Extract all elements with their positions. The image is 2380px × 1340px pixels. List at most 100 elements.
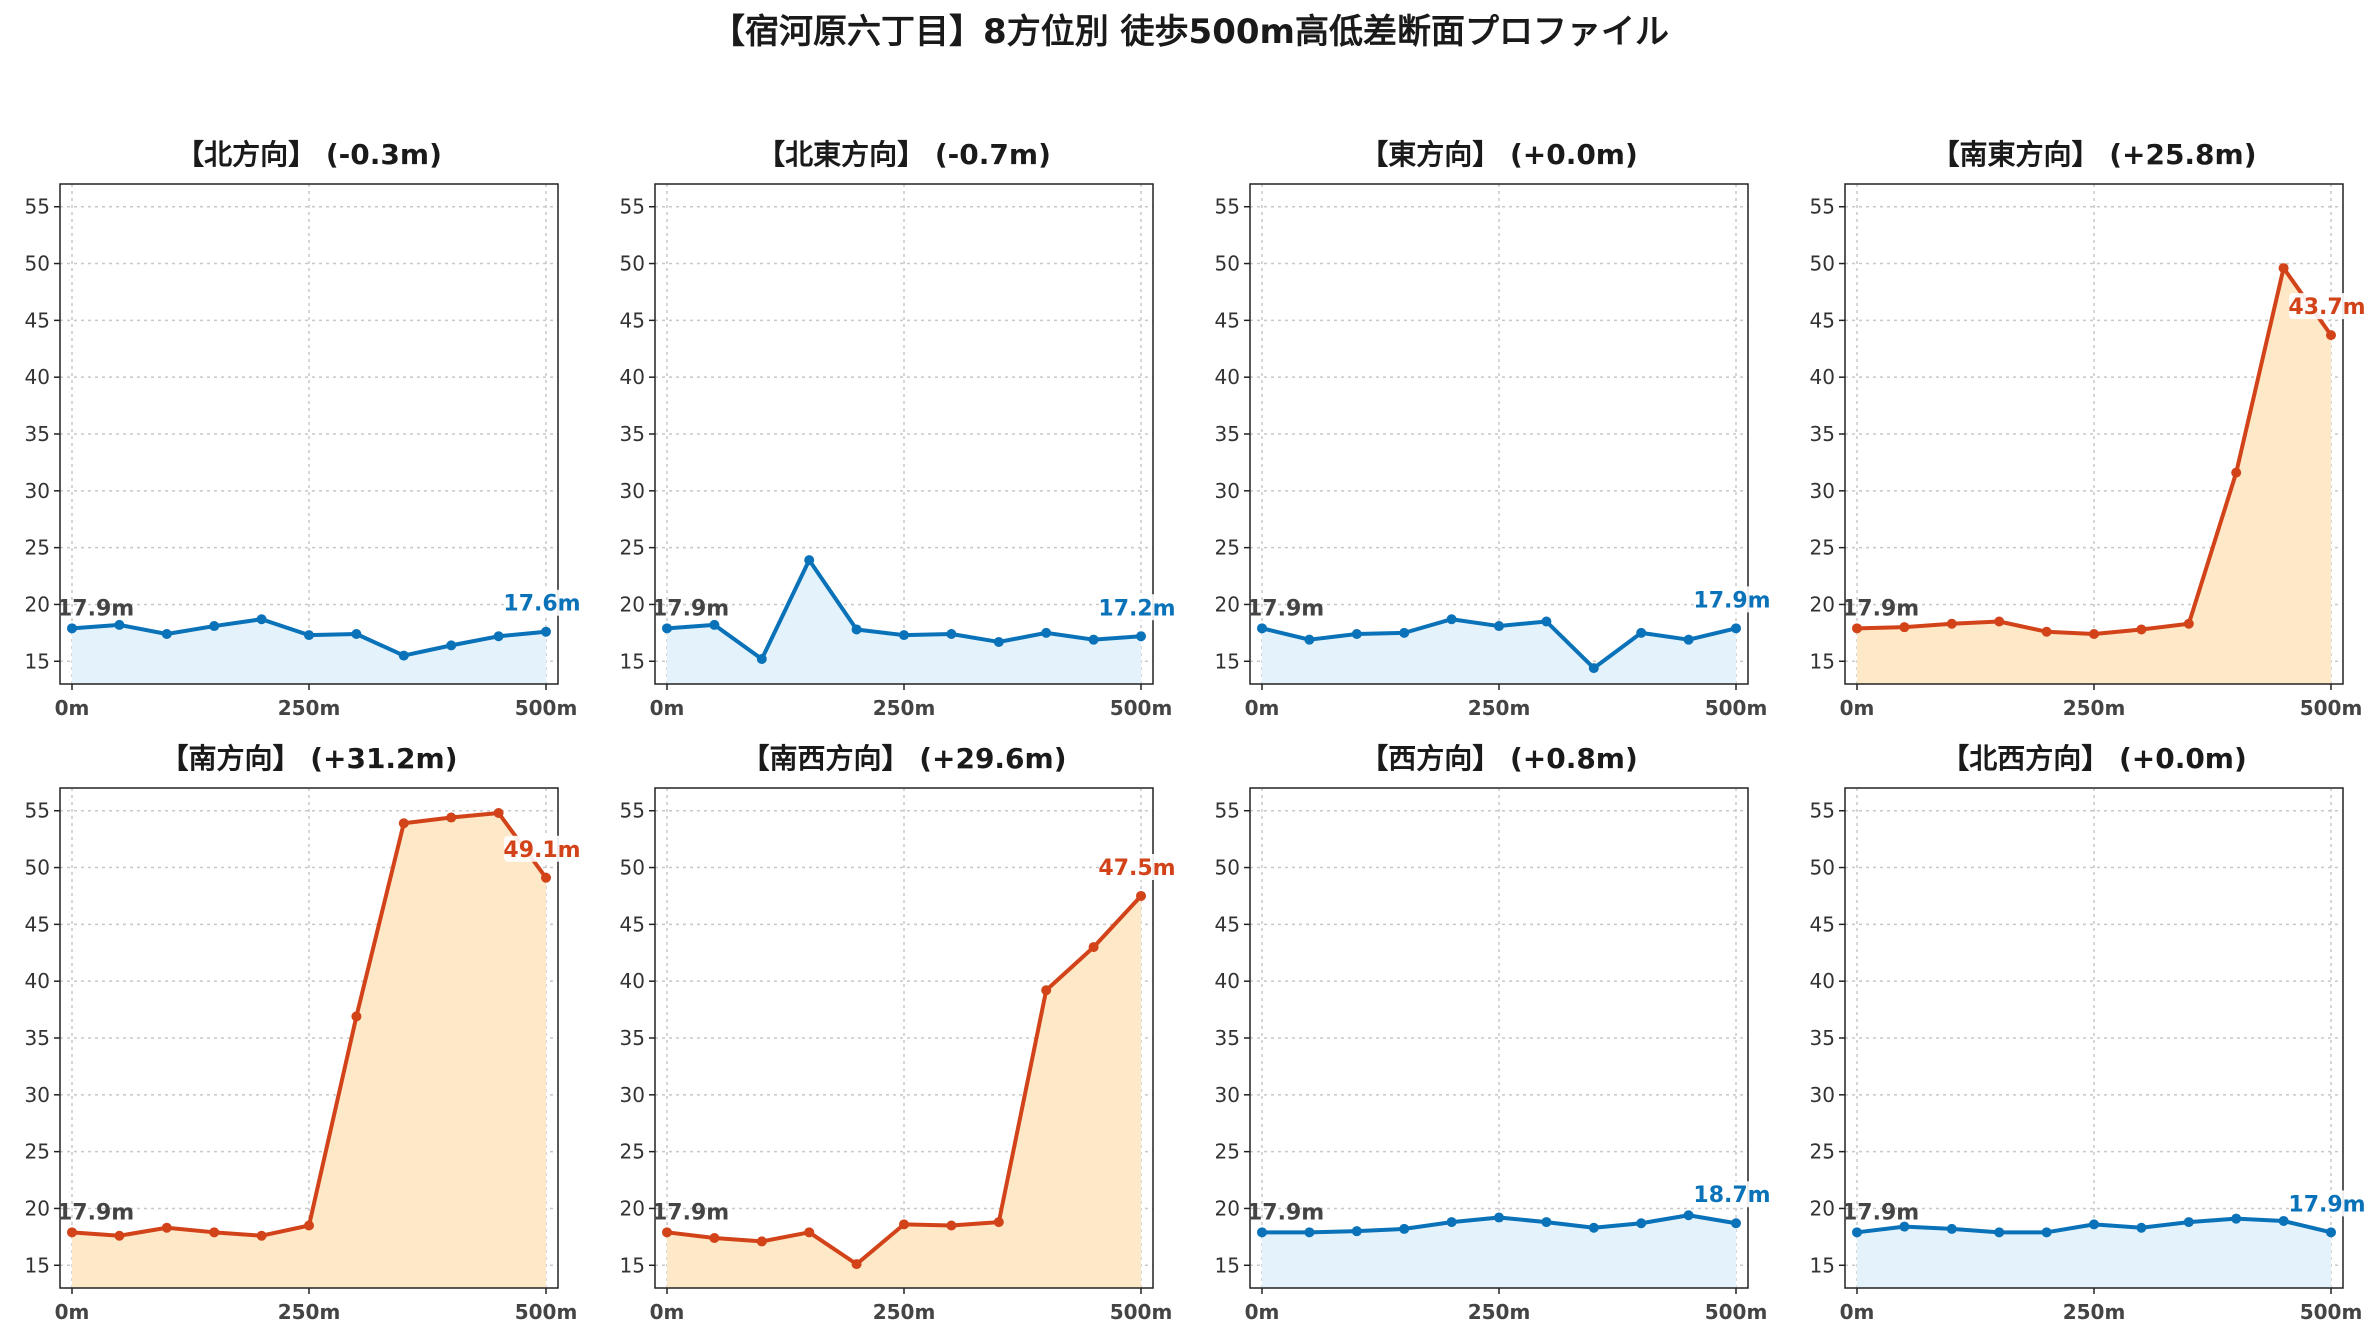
panel-title: 【北方向】 (-0.3m) [176,138,442,171]
data-point [541,872,551,883]
end-value-label: 18.7m [1693,1183,1770,1208]
panel-3: 15 20 25 30 35 40 45 50 55 0m 250m 500m 【南東方向】 (+25.… [1810,138,2366,720]
xtick-label: 250m [873,1300,936,1324]
start-value-label: 17.9m [1247,1200,1324,1225]
data-point [1994,616,2005,627]
data-point [1683,634,1694,645]
end-value-label: 17.9m [1693,588,1770,613]
end-value-label: 17.6m [503,592,580,617]
ytick-label: 20 [620,1196,645,1220]
area-fill [667,560,1141,684]
ytick-label: 40 [1810,365,1835,389]
data-point [67,623,77,634]
area-fill [72,619,546,684]
xtick-label: 500m [1705,1300,1768,1324]
ytick-label: 45 [1810,308,1835,332]
data-point [1541,616,1552,627]
area-fill [1857,1218,2331,1288]
xtick-label: 500m [515,1300,578,1324]
ytick-label: 50 [1810,856,1835,880]
data-point [1041,985,1052,996]
start-value-label: 17.9m [57,596,134,621]
panel-title: 【東方向】 (+0.0m) [1360,138,1638,171]
ytick-label: 40 [25,969,50,993]
start-value-label: 17.9m [652,596,729,621]
data-point [1994,1227,2005,1238]
xtick-label: 500m [2300,1300,2363,1324]
start-value-label: 17.9m [1842,596,1919,621]
ytick-label: 45 [620,912,645,936]
panel-title: 【南西方向】 (+29.6m) [741,742,1066,775]
data-point [1946,618,1957,629]
ytick-label: 50 [1810,252,1835,276]
ytick-label: 25 [1810,536,1835,560]
plot-frame [654,183,1154,685]
data-point [256,1230,267,1241]
ytick-label: 20 [1810,592,1835,616]
data-point [1636,627,1647,638]
xtick-label: 250m [2063,1300,2126,1324]
ytick-label: 15 [1810,649,1835,673]
ytick-label: 35 [1215,1026,1240,1050]
xtick-label: 500m [1705,696,1768,720]
data-point [1946,1223,1957,1234]
data-point [2136,1222,2147,1233]
data-point [446,640,457,651]
ytick-label: 20 [1215,1196,1240,1220]
ytick-label: 45 [1215,308,1240,332]
ytick-label: 15 [620,1253,645,1277]
end-value-label: 49.1m [503,838,580,863]
xtick-label: 250m [2063,696,2126,720]
data-point [851,1259,862,1270]
data-point [1399,627,1410,638]
end-label-bg [2289,1190,2365,1217]
xtick-label: 500m [2300,696,2363,720]
data-point [1257,1227,1267,1238]
data-point [1494,621,1504,632]
xtick-label: 0m [1840,1300,1875,1324]
data-point [114,619,125,630]
end-label-bg [504,589,580,616]
data-point [1541,1217,1552,1228]
data-point [541,626,551,637]
ytick-label: 35 [25,422,50,446]
data-point [209,621,220,632]
xtick-label: 0m [1840,696,1875,720]
data-point [756,1236,767,1247]
panel-7: 15 20 25 30 35 40 45 50 55 0m 250m 500m 【北西方向】 (+0.0… [1810,742,2366,1324]
end-label-bg [504,835,580,862]
end-value-label: 47.5m [1098,856,1175,881]
ytick-label: 25 [1215,536,1240,560]
data-point [1636,1218,1647,1229]
panel-title: 【北東方向】 (-0.7m) [757,138,1051,171]
data-point [1731,623,1741,634]
ytick-label: 30 [1810,479,1835,503]
data-point [1304,634,1315,645]
ytick-label: 15 [25,1253,50,1277]
end-label-bg [2289,293,2365,320]
plot-frame [59,183,559,685]
data-point [2326,1227,2336,1238]
data-point [804,1227,815,1238]
xtick-label: 500m [515,696,578,720]
xtick-label: 250m [873,696,936,720]
ytick-label: 15 [25,649,50,673]
end-label-bg [1099,853,1175,880]
end-value-label: 43.7m [2288,295,2365,320]
panel-2: 15 20 25 30 35 40 45 50 55 0m 250m 500m 【東方向】 (+0.0m… [1215,138,1771,720]
data-point [2231,467,2242,478]
data-point [709,619,720,630]
ytick-label: 50 [25,252,50,276]
ytick-label: 50 [620,856,645,880]
start-value-label: 17.9m [1842,1200,1919,1225]
panel-title: 【南東方向】 (+25.8m) [1931,138,2256,171]
xtick-label: 0m [1245,1300,1280,1324]
data-point [662,623,672,634]
data-point [899,630,909,641]
ytick-label: 45 [620,308,645,332]
ytick-label: 30 [620,1083,645,1107]
ytick-label: 35 [25,1026,50,1050]
data-point [351,1011,362,1022]
